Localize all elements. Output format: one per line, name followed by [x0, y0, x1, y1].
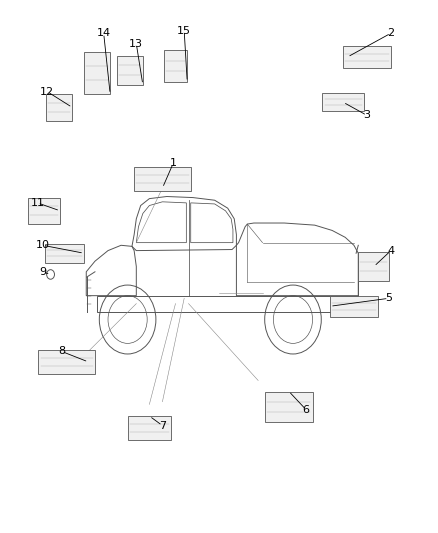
- Text: 4: 4: [387, 246, 395, 256]
- Bar: [330, 296, 378, 317]
- Text: 1: 1: [170, 158, 177, 168]
- Bar: [117, 56, 143, 85]
- Text: 3: 3: [364, 110, 371, 120]
- Bar: [265, 392, 313, 422]
- Bar: [163, 50, 187, 82]
- Bar: [28, 198, 60, 224]
- Bar: [322, 93, 364, 111]
- Text: 7: 7: [159, 421, 166, 431]
- Bar: [134, 167, 191, 191]
- Text: 15: 15: [177, 26, 191, 36]
- Bar: [39, 350, 95, 374]
- Bar: [84, 52, 110, 94]
- Text: 11: 11: [31, 198, 45, 208]
- Bar: [127, 416, 171, 440]
- Bar: [46, 94, 72, 120]
- Text: 9: 9: [39, 267, 46, 277]
- Text: 5: 5: [385, 293, 392, 303]
- Text: 6: 6: [303, 405, 310, 415]
- Bar: [358, 252, 389, 281]
- Text: 12: 12: [40, 86, 54, 96]
- Text: 2: 2: [387, 28, 395, 38]
- Text: 10: 10: [36, 240, 50, 251]
- Text: 14: 14: [97, 28, 111, 38]
- Bar: [45, 244, 84, 263]
- Text: 13: 13: [129, 39, 143, 49]
- Bar: [343, 46, 391, 68]
- Text: 8: 8: [58, 346, 65, 357]
